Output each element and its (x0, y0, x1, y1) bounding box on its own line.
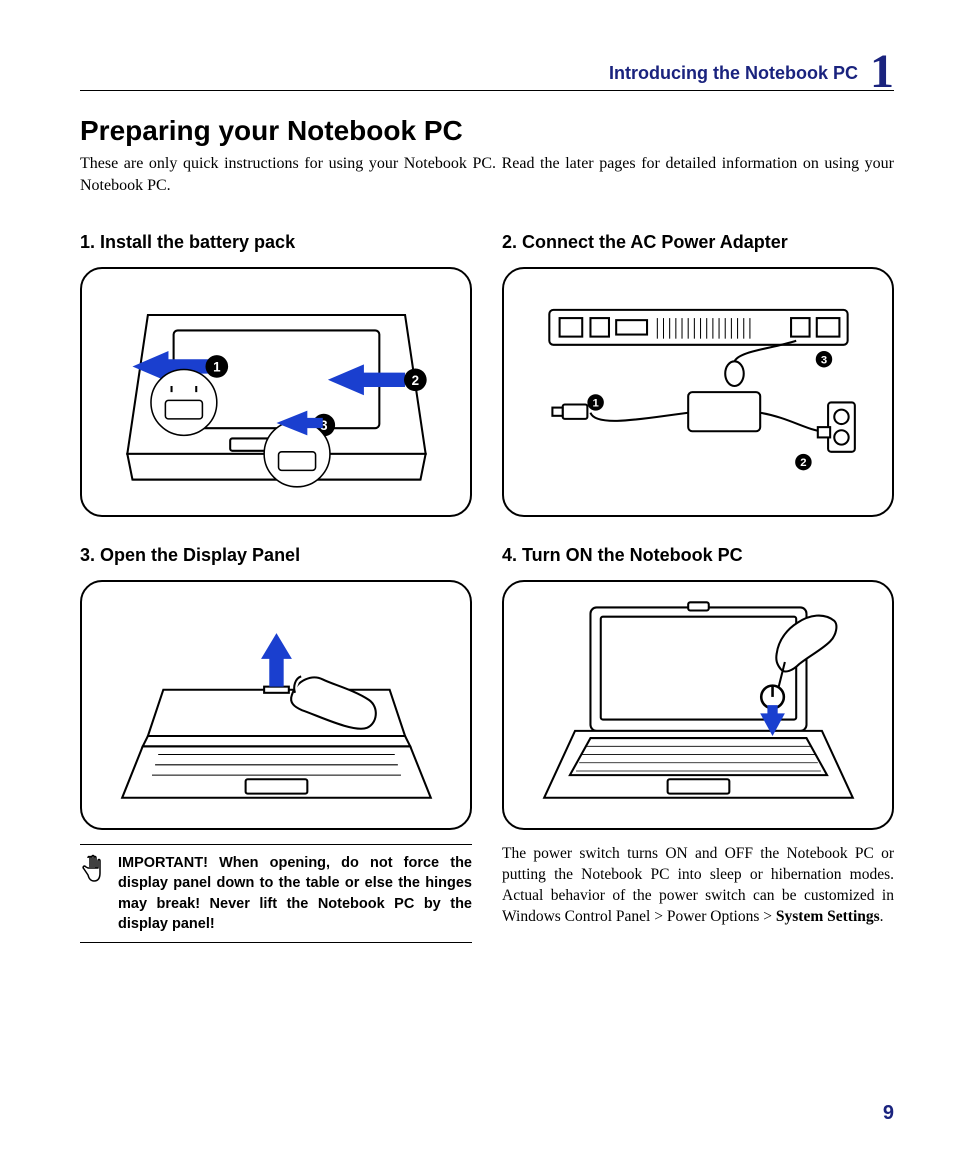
warning-label: IMPORTANT! (118, 855, 208, 871)
hand-stop-icon (80, 853, 108, 890)
page-number: 9 (883, 1102, 894, 1125)
step-2: 2. Connect the AC Power Adapter (502, 232, 894, 517)
warning-box: IMPORTANT! When opening, do not force th… (80, 844, 472, 943)
page-title: Preparing your Notebook PC (80, 115, 894, 147)
steps-grid: 1. Install the battery pack (80, 232, 894, 943)
figure-ac-adapter: 1 2 3 (502, 267, 894, 517)
figure-install-battery: 1 2 3 (80, 267, 472, 517)
power-desc-b: . (880, 908, 884, 925)
svg-text:3: 3 (820, 354, 826, 366)
step-2-heading: 2. Connect the AC Power Adapter (502, 232, 894, 253)
svg-text:1: 1 (213, 360, 221, 375)
svg-text:1: 1 (592, 398, 598, 410)
figure-open-display (80, 580, 472, 830)
chapter-title: Introducing the Notebook PC (609, 63, 858, 84)
intro-paragraph: These are only quick instructions for us… (80, 153, 894, 196)
step-1: 1. Install the battery pack (80, 232, 472, 517)
chapter-number: 1 (870, 48, 894, 96)
power-description: The power switch turns ON and OFF the No… (502, 844, 894, 928)
step-1-heading: 1. Install the battery pack (80, 232, 472, 253)
step-4-heading: 4. Turn ON the Notebook PC (502, 545, 894, 566)
step-3: 3. Open the Display Panel (80, 545, 472, 943)
step-3-heading: 3. Open the Display Panel (80, 545, 472, 566)
power-desc-bold: System Settings (776, 908, 880, 925)
svg-text:2: 2 (411, 373, 418, 388)
chapter-header: Introducing the Notebook PC 1 (80, 40, 894, 91)
svg-text:2: 2 (800, 457, 806, 469)
warning-text: IMPORTANT! When opening, do not force th… (118, 853, 472, 934)
figure-turn-on (502, 580, 894, 830)
step-4: 4. Turn ON the Notebook PC (502, 545, 894, 943)
